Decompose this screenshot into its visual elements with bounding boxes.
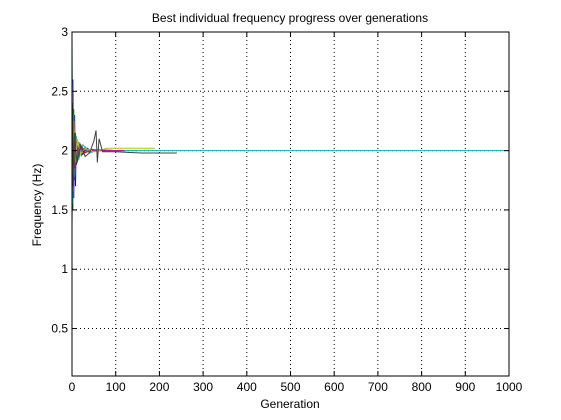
- x-tick-label: 700: [368, 380, 388, 394]
- y-tick-label: 0.5: [51, 322, 68, 336]
- x-tick-label: 900: [455, 380, 475, 394]
- x-tick-label: 1000: [496, 380, 523, 394]
- chart-title: Best individual frequency progress over …: [152, 11, 428, 25]
- x-tick-label: 800: [412, 380, 432, 394]
- x-tick-label: 400: [237, 380, 257, 394]
- y-tick-label: 3: [61, 25, 68, 39]
- y-tick-label: 1.5: [51, 203, 68, 217]
- y-tick-label: 2: [61, 144, 68, 158]
- y-axis-label: Frequency (Hz): [30, 164, 44, 247]
- x-tick-label: 100: [106, 380, 126, 394]
- y-tick-label: 1: [61, 262, 68, 276]
- x-tick-label: 500: [280, 380, 300, 394]
- x-tick-label: 0: [69, 380, 76, 394]
- x-tick-label: 200: [149, 380, 169, 394]
- axis-ticks: 0 100 200 300 400 500 600 700 800 900 1000 0.5 1 1.5 2…: [51, 25, 522, 394]
- y-tick-label: 2.5: [51, 84, 68, 98]
- grid-lines: [72, 32, 509, 376]
- x-tick-label: 600: [324, 380, 344, 394]
- series-line-6: [72, 79, 155, 174]
- series-line-2: [72, 68, 138, 210]
- x-axis-label: Generation: [260, 397, 319, 411]
- series-line-7: [72, 103, 177, 222]
- x-tick-label: 300: [193, 380, 213, 394]
